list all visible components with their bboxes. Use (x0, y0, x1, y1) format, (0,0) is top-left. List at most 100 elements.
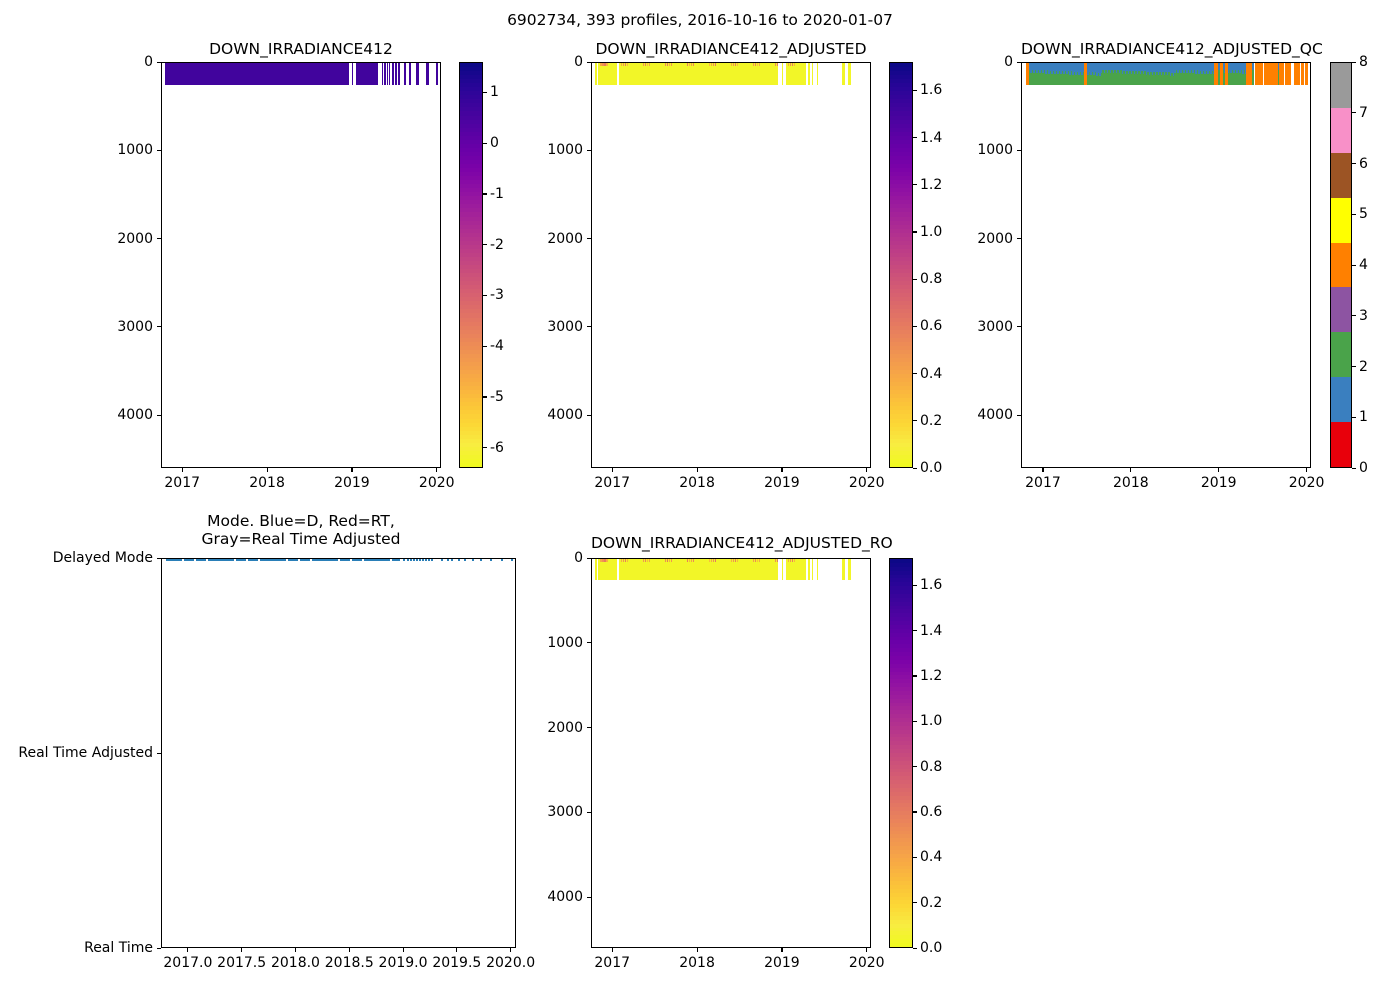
surface-skin-pixel (600, 559, 602, 562)
qc-flag4-stripe (1257, 63, 1261, 86)
colorbar-gradient-segment (890, 865, 912, 870)
plot-area-mode[interactable] (161, 558, 516, 948)
surface-skin-pixel (642, 63, 645, 66)
colorbar-gradient-segment (890, 861, 912, 866)
colorbar-tick-label: 0.8 (920, 271, 943, 288)
plot-area-3[interactable] (1021, 62, 1311, 468)
colorbar-tick-mark (913, 766, 917, 768)
colorbar-gradient-segment (890, 725, 912, 730)
data-band-segment (391, 63, 394, 86)
qc-flag1-pixel (1055, 63, 1058, 71)
x-tick-label: 2017 (594, 475, 631, 491)
qc-flag1-pixel (1193, 63, 1196, 71)
x-tick-mark (187, 948, 189, 952)
mode-line-dot (425, 559, 428, 561)
y-tick-label: 0 (1004, 54, 1013, 70)
mode-line-gap (182, 559, 185, 561)
y-tick-mark (157, 326, 161, 328)
qc-flag1-pixel (1133, 63, 1136, 75)
qc-flag1-pixel (1277, 63, 1280, 70)
colorbar-tick-label: -2 (490, 236, 504, 253)
qc-flag4-stripe (1272, 63, 1276, 86)
qc-flag1-pixel (1144, 63, 1146, 72)
mode-line-segment (480, 559, 484, 561)
colorbar-tick-mark (1352, 264, 1356, 266)
colorbar-gradient-segment (890, 188, 912, 193)
colorbar-gradient-segment (460, 244, 482, 249)
qc-flag1-pixel (1195, 63, 1197, 74)
colorbar-gradient-segment (890, 562, 912, 567)
colorbar-gradient-segment (460, 196, 482, 201)
colorbar-gradient-segment (890, 143, 912, 148)
colorbar-gradient-segment (460, 256, 482, 262)
x-tick-mark (436, 468, 438, 472)
plot-area-2[interactable] (591, 62, 871, 468)
colorbar-qc-segment (1331, 287, 1351, 333)
colorbar-tick-mark (913, 856, 917, 858)
qc-flag1-pixel (1151, 63, 1154, 75)
colorbar-gradient-segment (460, 127, 482, 132)
surface-skin-pixel (626, 559, 629, 562)
colorbar-tick-label: 1.2 (920, 176, 943, 193)
colorbar-2[interactable] (889, 62, 913, 468)
surface-skin-pixel (776, 559, 779, 562)
colorbar-tick-label: -3 (490, 287, 504, 304)
colorbar-gradient-segment (460, 75, 482, 80)
qc-flag1-pixel (1208, 63, 1211, 71)
plot-area-5[interactable] (591, 558, 871, 948)
colorbar-gradient-segment (890, 196, 912, 201)
colorbar-1[interactable] (459, 62, 483, 468)
colorbar-gradient-segment (460, 386, 482, 391)
qc-flag1-pixel (1106, 63, 1109, 73)
qc-flag1-pixel (1126, 63, 1128, 71)
qc-flag1-pixel (1136, 63, 1139, 75)
data-band-segment (389, 63, 391, 86)
x-tick-label: 2018 (679, 475, 715, 491)
x-tick-label: 2020 (848, 955, 885, 971)
surface-skin-pixel (708, 63, 711, 66)
y-tick-mark (587, 811, 591, 813)
qc-flag1-pixel (1252, 63, 1255, 70)
qc-flag4-stripe (1260, 63, 1264, 86)
surface-skin-pixel (664, 559, 667, 562)
y-tick-label: 1000 (547, 634, 583, 651)
colorbar-gradient-segment (460, 366, 482, 371)
mode-line-segment (407, 559, 436, 561)
colorbar-tick-label: -1 (490, 185, 504, 202)
colorbar-gradient-segment (890, 155, 912, 161)
qc-flag4-stripe (1268, 63, 1272, 86)
plot-area-1[interactable] (161, 62, 441, 468)
x-tick-label: 2018.0 (270, 955, 320, 971)
data-band-segment (847, 63, 851, 86)
x-tick-mark (456, 948, 458, 952)
y-tick-mark (587, 557, 591, 559)
colorbar-gradient-segment (460, 164, 482, 169)
qc-flag1-pixel (1057, 63, 1059, 74)
qc-flag1-pixel (1058, 63, 1061, 71)
qc-flag1-pixel (1227, 63, 1229, 73)
qc-flag1-pixel (1132, 63, 1134, 71)
qc-flag1-pixel (1091, 63, 1094, 73)
colorbar-gradient-segment (890, 737, 912, 742)
colorbar-qc[interactable] (1330, 62, 1352, 468)
colorbar-gradient-segment (890, 927, 912, 932)
colorbar-gradient-segment (890, 570, 912, 575)
x-tick-label: 2019 (1200, 475, 1237, 491)
qc-flag1-pixel (1066, 63, 1068, 75)
panel-title-4-line1: Mode. Blue=D, Red=RT, (207, 512, 395, 530)
qc-flag1-pixel (1076, 63, 1079, 72)
colorbar-5[interactable] (889, 558, 913, 948)
mode-line-dot (410, 559, 413, 561)
mode-line-gap (286, 559, 289, 561)
colorbar-gradient-segment (890, 815, 912, 820)
mode-line-dot (451, 559, 454, 561)
surface-skin-pixel (644, 559, 647, 562)
data-band-segment (384, 63, 386, 86)
colorbar-tick-label: 4 (1359, 257, 1368, 273)
colorbar-gradient-segment (460, 220, 482, 225)
x-tick-mark (402, 948, 404, 952)
colorbar-gradient-segment (890, 780, 912, 785)
colorbar-gradient-segment (890, 908, 912, 913)
qc-flag4-stripe (1219, 63, 1223, 86)
data-band-segment (355, 63, 379, 86)
